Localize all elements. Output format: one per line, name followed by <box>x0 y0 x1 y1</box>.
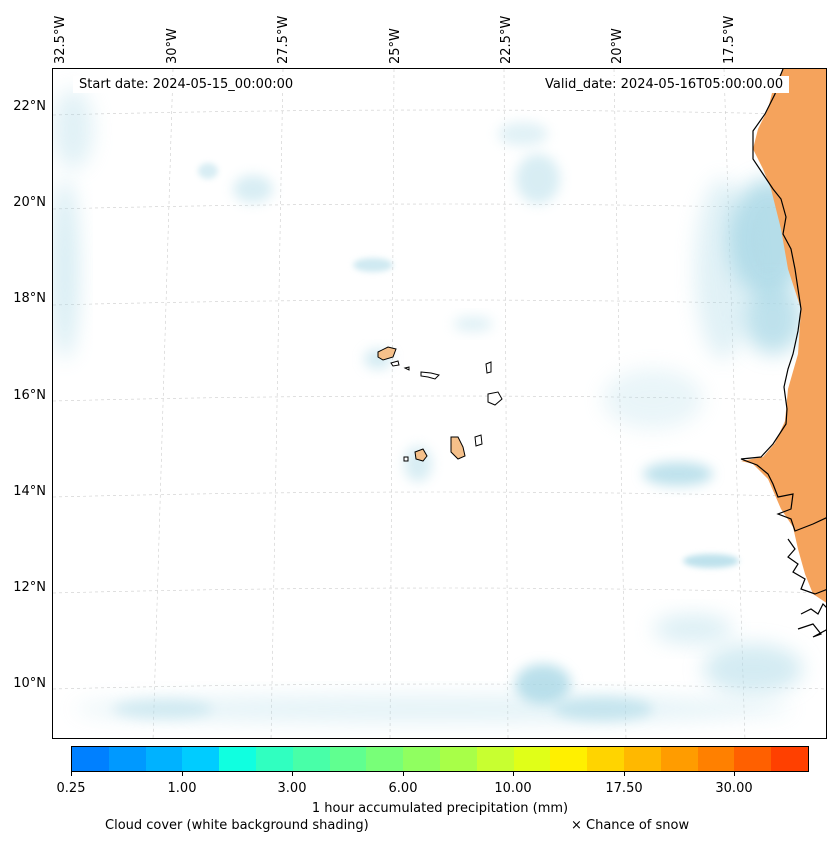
gridlines <box>53 69 826 738</box>
colorbar-swatch-16 <box>660 747 698 771</box>
colorbar-tickmark-3 <box>403 772 404 776</box>
colorbar-swatch-3 <box>182 747 220 771</box>
island-boa-vista <box>487 391 503 406</box>
colorbar-tick-label-0: 0.25 <box>56 781 86 796</box>
lat-label-3: 16°N <box>13 388 46 403</box>
colorbar-tickmark-2 <box>292 772 293 776</box>
island-santo-antao <box>377 346 397 361</box>
island-brava <box>403 456 409 462</box>
colorbar-tick-label-3: 6.00 <box>388 781 418 796</box>
colorbar-swatch-14 <box>587 747 624 771</box>
colorbar-tick-label-5: 17.50 <box>605 781 643 796</box>
lat-label-6: 10°N <box>13 676 46 691</box>
island-santa-luzia <box>403 366 410 371</box>
colorbar-swatch-2 <box>145 747 183 771</box>
colorbar-swatch-19 <box>771 747 808 771</box>
colorbar-swatch-17 <box>697 747 735 771</box>
lat-label-0: 22°N <box>13 99 46 114</box>
lon-label-4: 22.5°W <box>499 15 514 64</box>
colorbar-tickmark-6 <box>734 772 735 776</box>
colorbar-swatch-5 <box>255 747 293 771</box>
lat-label-2: 18°N <box>13 291 46 306</box>
lon-label-6: 17.5°W <box>722 15 737 64</box>
lon-label-0: 32.5°W <box>53 15 68 64</box>
island-santiago <box>450 436 466 460</box>
lon-label-3: 25°W <box>388 28 403 64</box>
colorbar-swatch-18 <box>734 747 772 771</box>
colorbar-tick-label-1: 1.00 <box>167 781 197 796</box>
map-canvas <box>53 69 826 738</box>
africa-coastline <box>740 69 826 638</box>
colorbar-swatch-4 <box>219 747 256 771</box>
colorbar-swatch-15 <box>623 747 661 771</box>
cloud-cover-note: Cloud cover (white background shading) <box>105 818 369 833</box>
colorbar-swatch-11 <box>476 747 514 771</box>
colorbar-tickmark-0 <box>71 772 72 776</box>
cloud-cover-shading <box>53 89 808 723</box>
colorbar-swatch-7 <box>329 747 367 771</box>
lat-label-5: 12°N <box>13 580 46 595</box>
precipitation-colorbar <box>71 746 809 772</box>
lat-label-4: 14°N <box>13 484 46 499</box>
colorbar-swatch-9 <box>403 747 440 771</box>
island-maio <box>474 434 483 447</box>
cape-verde-islands <box>377 346 503 462</box>
valid-date-label: Valid_date: 2024-05-16T05:00:00.00 <box>539 76 790 93</box>
colorbar-swatch-0 <box>72 747 109 771</box>
start-date-label: Start date: 2024-05-15_00:00:00 <box>73 76 300 93</box>
map-frame[interactable] <box>52 68 827 739</box>
colorbar-tick-label-2: 3.00 <box>277 781 307 796</box>
colorbar-tick-label-6: 30.00 <box>715 781 753 796</box>
island-sal <box>485 361 492 374</box>
colorbar-tickmark-4 <box>513 772 514 776</box>
colorbar-swatch-12 <box>513 747 551 771</box>
lon-label-2: 27.5°W <box>276 15 291 64</box>
island-sao-nicolau <box>420 371 440 380</box>
island-fogo <box>414 448 428 462</box>
colorbar-tickmark-1 <box>182 772 183 776</box>
colorbar-swatch-1 <box>108 747 146 771</box>
colorbar-tickmark-5 <box>624 772 625 776</box>
colorbar-label: 1 hour accumulated precipitation (mm) <box>311 801 569 816</box>
snow-chance-note: × Chance of snow <box>571 818 690 833</box>
colorbar-swatch-6 <box>292 747 330 771</box>
lon-label-5: 20°W <box>610 28 625 64</box>
colorbar-swatch-8 <box>366 747 404 771</box>
colorbar-swatch-10 <box>439 747 477 771</box>
lon-label-1: 30°W <box>165 28 180 64</box>
lat-label-1: 20°N <box>13 195 46 210</box>
colorbar-tick-label-4: 10.00 <box>494 781 532 796</box>
island-sao-vicente <box>390 360 400 367</box>
colorbar-swatch-13 <box>550 747 588 771</box>
